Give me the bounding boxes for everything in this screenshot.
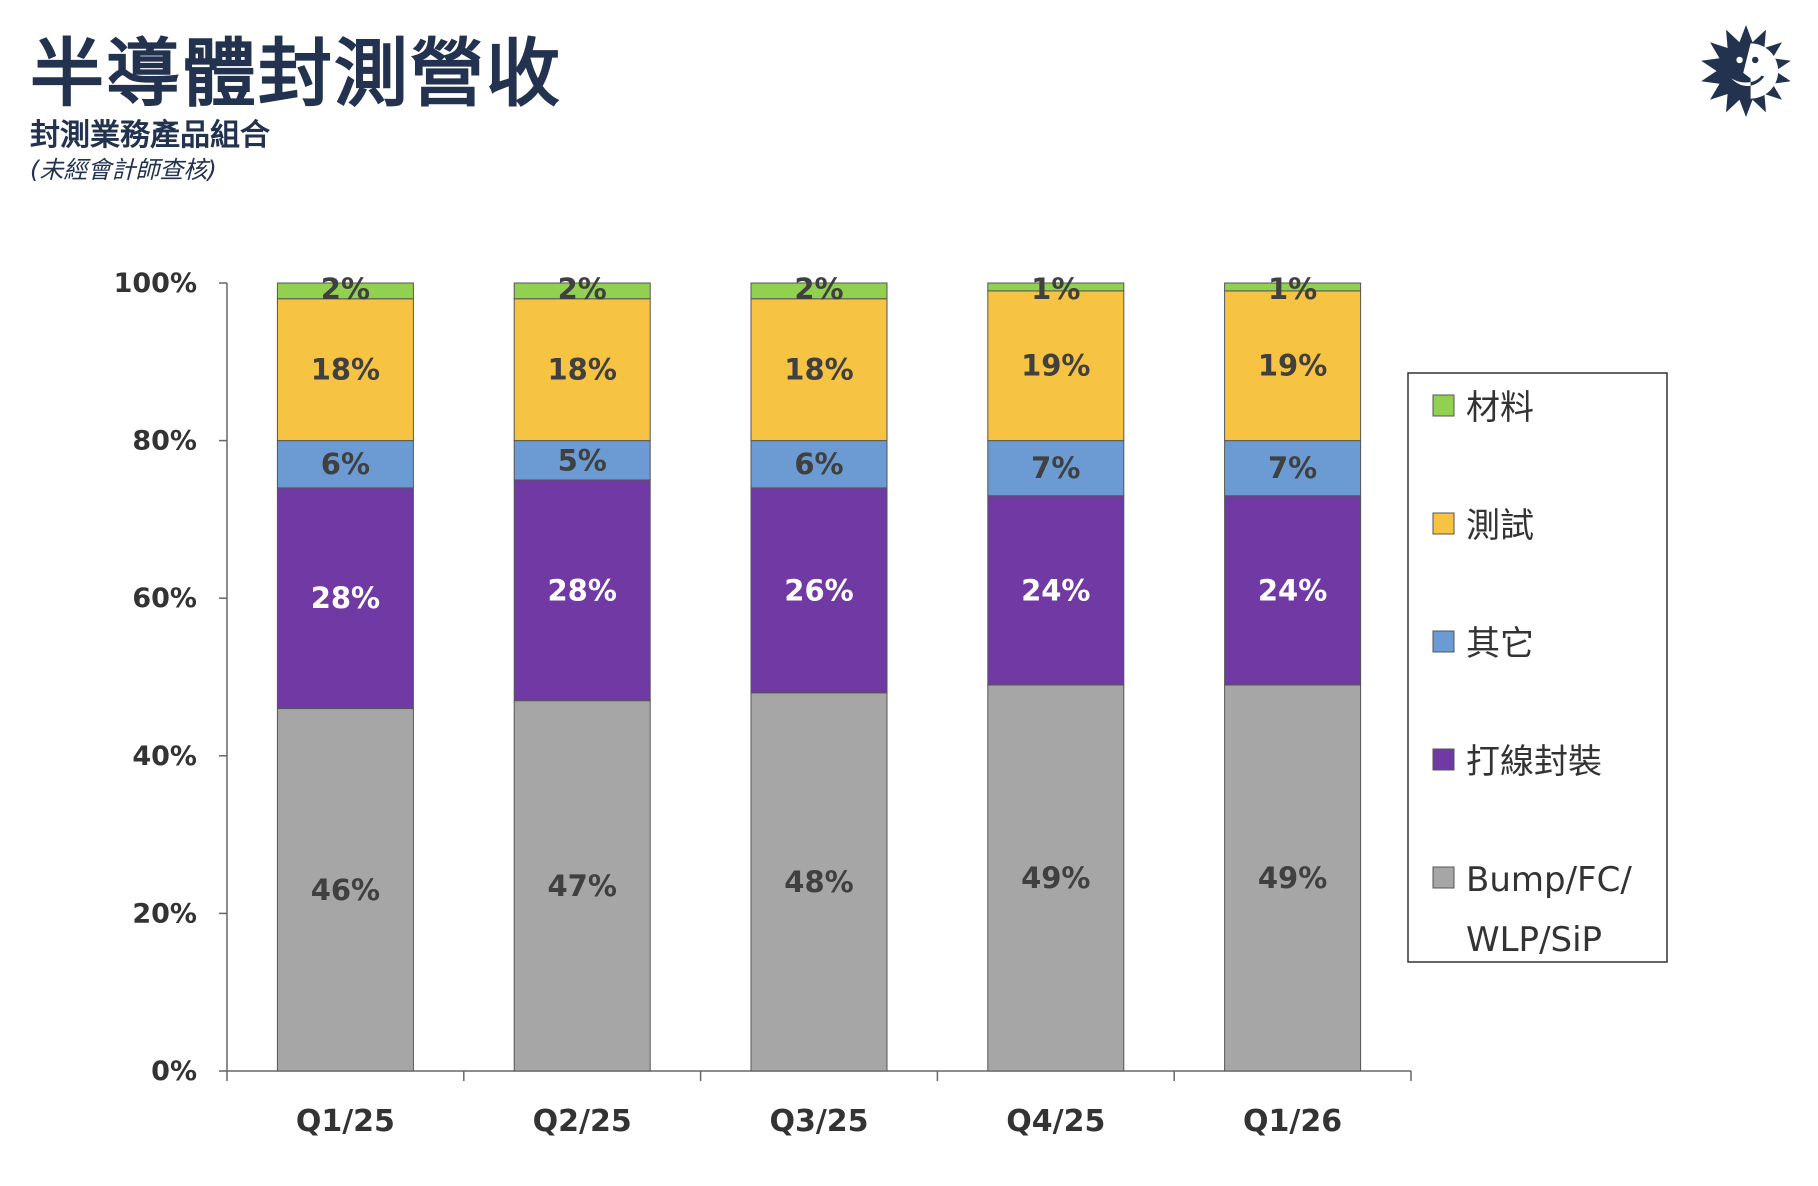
x-tick-label: Q1/25 xyxy=(296,1104,395,1139)
bar-segment xyxy=(513,282,651,300)
data-label: 18% xyxy=(784,353,853,387)
x-tick-label: Q4/25 xyxy=(1006,1104,1105,1139)
data-label: 28% xyxy=(547,573,616,607)
bar-segment xyxy=(276,440,414,489)
bar-segment xyxy=(276,708,414,1072)
bar-segment xyxy=(513,440,651,481)
bar-segment xyxy=(513,700,651,1072)
data-label: 1% xyxy=(1268,272,1317,306)
data-label: 2% xyxy=(558,272,607,306)
bar-segment xyxy=(513,479,651,702)
bar-segment xyxy=(1224,290,1362,442)
data-label: 26% xyxy=(784,573,853,607)
bar-segment xyxy=(513,298,651,442)
y-tick-label: 0% xyxy=(151,1056,197,1087)
legend-swatch xyxy=(1432,394,1455,417)
sun-face-logo-icon xyxy=(1701,25,1791,117)
bar-segment xyxy=(987,684,1125,1072)
x-tick-label: Q1/26 xyxy=(1243,1104,1342,1139)
bar-segment xyxy=(750,487,888,694)
data-label: 5% xyxy=(558,443,607,477)
data-label: 2% xyxy=(321,272,370,306)
data-label: 28% xyxy=(311,581,380,615)
bar-segment xyxy=(750,298,888,442)
data-label: 19% xyxy=(1258,349,1327,383)
legend-swatch xyxy=(1432,630,1455,653)
bar-segment xyxy=(1224,282,1362,292)
data-label: 18% xyxy=(547,353,616,387)
y-tick-label: 80% xyxy=(132,426,197,457)
data-label: 18% xyxy=(311,353,380,387)
data-label: 49% xyxy=(1021,861,1090,895)
data-label: 1% xyxy=(1031,272,1080,306)
page-subtitle: 封測業務產品組合 xyxy=(30,118,270,153)
bar-segment xyxy=(276,298,414,442)
x-tick-label: Q3/25 xyxy=(769,1104,868,1139)
legend-label: 打線封裝 xyxy=(1466,742,1602,782)
legend-swatch xyxy=(1432,512,1455,535)
unaudited-note: (未經會計師查核) xyxy=(30,156,217,184)
legend-label: WLP/SiP xyxy=(1466,920,1602,960)
bar-segment xyxy=(987,495,1125,686)
data-label: 2% xyxy=(794,272,843,306)
legend-label: 其它 xyxy=(1466,624,1534,664)
y-tick-label: 60% xyxy=(132,583,197,614)
y-tick-label: 40% xyxy=(132,741,197,772)
data-label: 7% xyxy=(1031,451,1080,485)
legend-box xyxy=(1407,372,1668,963)
data-label: 6% xyxy=(321,447,370,481)
data-label: 19% xyxy=(1021,349,1090,383)
y-tick-label: 100% xyxy=(114,268,197,299)
page-title: 半導體封測營收 xyxy=(30,31,562,117)
data-label: 46% xyxy=(311,873,380,907)
legend-swatch xyxy=(1432,748,1455,771)
bar-segment xyxy=(987,282,1125,292)
data-label: 49% xyxy=(1258,861,1327,895)
data-label: 6% xyxy=(794,447,843,481)
data-label: 7% xyxy=(1268,451,1317,485)
bar-segment xyxy=(276,487,414,710)
legend-swatch xyxy=(1432,866,1455,889)
data-label: 47% xyxy=(547,869,616,903)
x-tick-label: Q2/25 xyxy=(533,1104,632,1139)
data-label: 48% xyxy=(784,865,853,899)
bar-segment xyxy=(750,282,888,300)
legend-label: Bump/FC/ xyxy=(1466,860,1632,900)
bar-segment xyxy=(276,282,414,300)
data-label: 24% xyxy=(1021,573,1090,607)
y-tick-label: 20% xyxy=(132,898,197,929)
bar-segment xyxy=(1224,684,1362,1072)
legend-label: 材料 xyxy=(1466,388,1534,428)
bar-segment xyxy=(987,290,1125,442)
bar-segment xyxy=(750,692,888,1072)
data-label: 24% xyxy=(1258,573,1327,607)
legend-label: 測試 xyxy=(1466,506,1534,546)
